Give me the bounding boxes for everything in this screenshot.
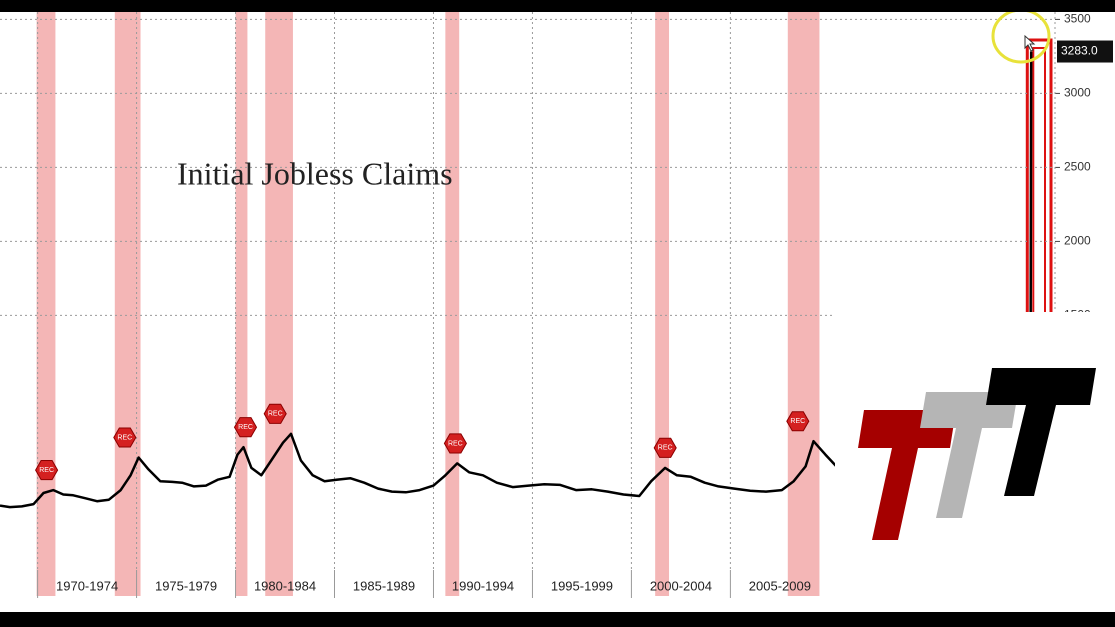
chart-title: Initial Jobless Claims (177, 155, 453, 191)
value-label-box (1057, 40, 1113, 63)
x-tick-label: 2005-2009 (749, 578, 811, 593)
recession-marker-label: REC (448, 440, 463, 447)
recession-marker-label: REC (117, 434, 132, 441)
x-tick-label: 1995-1999 (551, 578, 613, 593)
recession-band (36, 12, 56, 596)
recession-band (787, 12, 820, 596)
x-tick-label: 1970-1974 (56, 578, 118, 593)
recession-marker (653, 437, 677, 458)
logo-t-gray (920, 392, 1018, 518)
recession-marker-label: REC (238, 424, 253, 431)
claims-line (0, 51, 1033, 509)
recession-marker-label: REC (39, 467, 54, 474)
recession-band (235, 12, 248, 596)
recession-marker-label: REC (268, 411, 283, 418)
top-bar (0, 0, 1115, 12)
cursor (1024, 34, 1036, 52)
x-tick-label: 1985-1989 (353, 578, 415, 593)
recession-marker (233, 417, 258, 438)
bottom-bar (0, 612, 1115, 627)
y-tick-label: 3000 (1064, 86, 1091, 100)
x-tick-label: 1990-1994 (452, 578, 514, 593)
recession-marker-label: REC (790, 418, 805, 425)
recession-band (265, 12, 293, 596)
y-tick-label: 2000 (1064, 234, 1091, 248)
recession-marker-label: REC (658, 445, 673, 452)
logo (835, 312, 1115, 595)
recession-marker (263, 403, 287, 424)
recession-marker (443, 433, 467, 454)
logo-t-black (986, 368, 1096, 496)
y-tick-label: 3500 (1064, 12, 1091, 26)
x-tick-label: 1980-1984 (254, 578, 316, 593)
recession-marker (113, 427, 137, 448)
x-tick-label: 2000-2004 (650, 578, 712, 593)
x-tick-label: 1975-1979 (155, 578, 217, 593)
recession-band (655, 12, 670, 596)
recession-marker (786, 411, 810, 432)
logo-t-red (858, 410, 956, 540)
recession-marker (35, 460, 59, 481)
lines (0, 51, 1033, 509)
recession-band (445, 12, 460, 596)
y-tick-label: 2500 (1064, 160, 1091, 174)
markers: REC REC REC REC REC REC REC 3283.0 (35, 40, 1113, 481)
value-label: 3283.0 (1061, 44, 1098, 58)
